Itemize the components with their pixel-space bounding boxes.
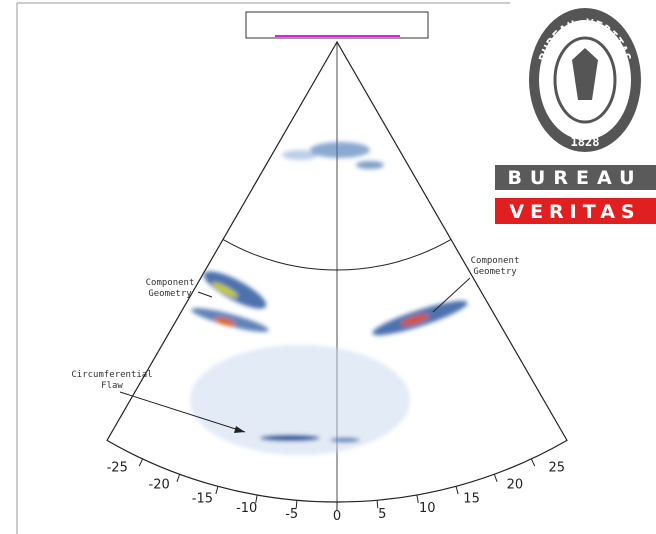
tick-label: -25 bbox=[107, 460, 128, 475]
tick-mark bbox=[531, 459, 534, 466]
sector-scan: Component Geometry Component Geometry Ci… bbox=[0, 0, 656, 534]
tick-mark bbox=[139, 459, 142, 466]
tick-mark bbox=[456, 486, 458, 494]
tick-label: -5 bbox=[285, 507, 298, 522]
annotation: Circumferential bbox=[71, 370, 152, 380]
tick-label: -15 bbox=[192, 491, 213, 506]
tick-mark bbox=[494, 474, 497, 482]
logo-banner-text: VERITAS bbox=[509, 201, 640, 223]
annotation: Geometry bbox=[473, 267, 517, 277]
annotation: Component bbox=[146, 278, 195, 288]
tick-label: 25 bbox=[548, 460, 565, 475]
tick-label: -10 bbox=[236, 501, 257, 516]
probe bbox=[246, 12, 428, 38]
annotation: Flaw bbox=[101, 381, 123, 391]
tick-label: 0 bbox=[333, 509, 341, 524]
tick-label: 15 bbox=[463, 491, 480, 506]
annotation: Geometry bbox=[148, 289, 192, 299]
logo-banner-text: BUREAU bbox=[507, 167, 642, 189]
tick-label: 20 bbox=[507, 478, 524, 493]
tick-mark bbox=[177, 474, 180, 482]
tick-label: 5 bbox=[378, 507, 386, 522]
tick-label: -20 bbox=[149, 478, 170, 493]
logo-year: 1828 bbox=[571, 135, 600, 149]
tick-label: 10 bbox=[419, 501, 436, 516]
page: Component Geometry Component Geometry Ci… bbox=[0, 0, 656, 534]
annotation: Component bbox=[471, 256, 520, 266]
tick-mark bbox=[216, 486, 218, 494]
